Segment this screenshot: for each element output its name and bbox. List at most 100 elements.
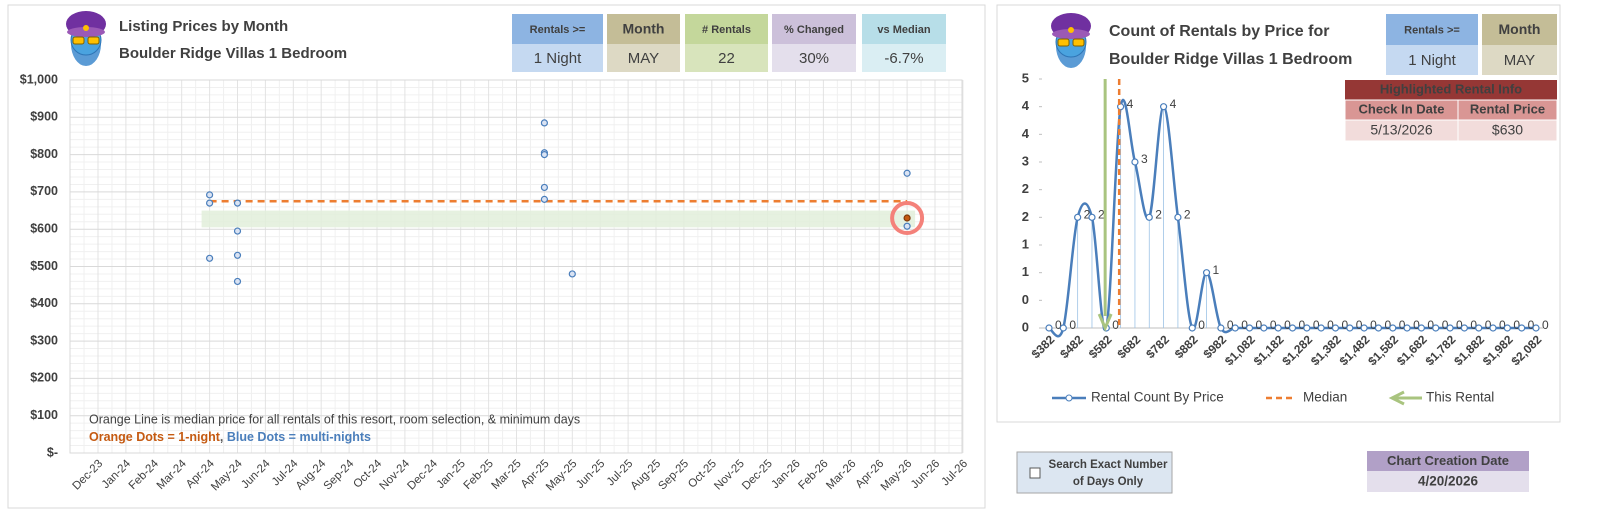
value-label: 0 (1055, 318, 1062, 332)
stat-header-box (685, 14, 768, 44)
y-tick-label: 0 (1022, 292, 1029, 307)
value-label: 3 (1141, 152, 1148, 166)
value-label: 0 (1513, 318, 1520, 332)
y-tick-label: 2 (1022, 209, 1029, 224)
y-tick-label: $800 (30, 147, 58, 161)
search-label[interactable]: Search Exact Number (1049, 459, 1168, 471)
stat-value: 1 Night (534, 50, 582, 67)
legend-label: Rental Count By Price (1091, 390, 1224, 405)
point (206, 254, 214, 262)
stat-value: 1 Night (1408, 52, 1456, 69)
point (1045, 324, 1053, 332)
y-tick-label: 4 (1022, 98, 1030, 113)
logo-gem (83, 25, 89, 31)
left-panel (7, 4, 986, 509)
stat-header-box (1482, 14, 1557, 45)
point (233, 199, 242, 207)
y-tick-label: 2 (1022, 181, 1029, 196)
stat-label: Rentals >= (1404, 24, 1460, 36)
point (1245, 324, 1254, 332)
creation-header-box (1367, 451, 1529, 471)
point (233, 277, 242, 286)
value-label: 0 (1370, 318, 1377, 332)
y-tick-label: $500 (30, 259, 58, 273)
point (1432, 324, 1440, 332)
value-label: 0 (1227, 318, 1234, 332)
stat-value-box (685, 44, 768, 72)
value-label: 2 (1084, 208, 1091, 222)
point (1518, 324, 1526, 332)
point (1331, 324, 1340, 332)
logo-glasses (72, 36, 85, 45)
key-part: Blue Dots = multi-nights (227, 430, 371, 444)
point (540, 119, 549, 127)
stat-value-box (1482, 45, 1557, 75)
point (1088, 213, 1096, 221)
y-tick-label: $300 (30, 333, 58, 347)
y-tick-label: $900 (30, 110, 58, 124)
left-title: Listing Prices by Month (119, 18, 288, 35)
value-label: 0 (1299, 318, 1306, 332)
creation-value-box (1367, 471, 1529, 492)
point (1131, 158, 1139, 166)
y-tick-label: 4 (1022, 126, 1030, 141)
point (1217, 324, 1225, 332)
search-option[interactable]: Search Exact Number of Days Only (1016, 451, 1173, 494)
stat-header-box (772, 14, 856, 44)
point (1274, 324, 1282, 332)
value-label: 0 (1427, 318, 1434, 332)
point (1475, 324, 1483, 332)
y-tick-label: $- (47, 445, 58, 459)
point (1145, 213, 1153, 221)
table-title: Highlighted Rental Info (1380, 81, 1522, 96)
table-cell: $630 (1492, 122, 1523, 138)
y-tick-label: 1 (1022, 264, 1029, 279)
stat-value-box (512, 44, 603, 72)
point (206, 199, 214, 207)
point (1532, 324, 1540, 332)
key-part: Orange Dots = 1-night (89, 430, 221, 444)
value-label: 0 (1112, 318, 1119, 332)
point (1503, 324, 1511, 332)
right-subtitle: Boulder Ridge Villas 1 Bedroom (1109, 51, 1352, 68)
value-label: 2 (1155, 208, 1162, 222)
value-label: 0 (1313, 318, 1320, 332)
point (1174, 213, 1182, 221)
key-part: , (220, 430, 227, 444)
legend-label: This Rental (1426, 390, 1494, 405)
point (1460, 324, 1468, 332)
stat-label: % Changed (784, 24, 844, 36)
logo-glasses (1072, 38, 1085, 47)
value-label: 2 (1184, 208, 1191, 222)
stat-value: MAY (1504, 52, 1535, 69)
checkbox[interactable] (1029, 467, 1041, 479)
creation-label: Chart Creation Date (1387, 453, 1509, 468)
point (1074, 213, 1082, 221)
search-box[interactable] (1016, 451, 1173, 494)
stat-label: Rentals >= (530, 24, 586, 36)
table-cell-box (1457, 119, 1558, 142)
value-label: 0 (1542, 318, 1549, 332)
stat-label: Month (623, 21, 665, 37)
plot-border (69, 79, 963, 454)
logo-gem (1068, 27, 1074, 33)
point (1346, 324, 1354, 332)
y-tick-label: 1 (1022, 236, 1029, 251)
value-label: 0 (1442, 318, 1449, 332)
legend-label: Median (1303, 390, 1347, 405)
stat-value: MAY (628, 50, 659, 67)
value-label: 0 (1384, 318, 1391, 332)
value-label: 0 (1499, 318, 1506, 332)
point (1288, 324, 1297, 332)
point (903, 214, 911, 222)
value-label: 0 (1270, 318, 1277, 332)
value-label: 0 (1528, 318, 1535, 332)
value-label: 0 (1256, 318, 1263, 332)
value-label: 0 (1241, 318, 1248, 332)
stat-header-box (512, 14, 603, 44)
search-label[interactable]: of Days Only (1073, 476, 1144, 488)
point (1403, 324, 1411, 332)
point (1231, 324, 1239, 332)
point (1260, 324, 1268, 332)
